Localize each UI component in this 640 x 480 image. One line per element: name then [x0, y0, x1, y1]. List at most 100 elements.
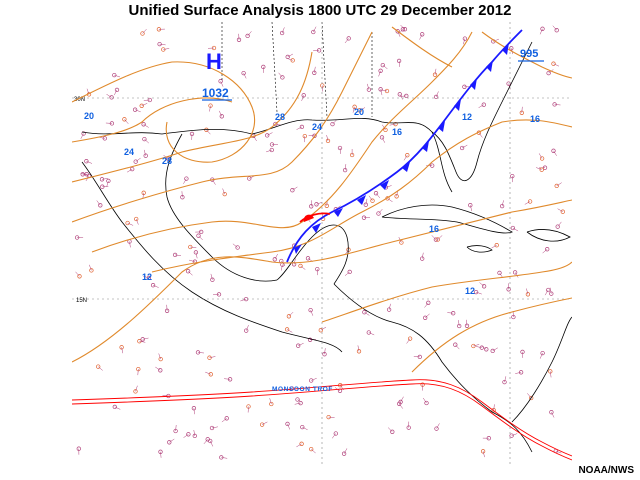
station-marker: [471, 343, 476, 349]
station-marker: [386, 307, 392, 312]
station-marker: [137, 339, 142, 344]
station-wind-barb: [481, 345, 487, 350]
station-wind-barb: [114, 406, 121, 410]
station-wind-barb: [190, 246, 197, 248]
station-marker: [333, 431, 338, 436]
station-wind-barb: [466, 319, 468, 326]
station-wind-barb: [422, 397, 427, 404]
station-marker: [301, 93, 306, 98]
station-marker: [130, 166, 135, 172]
station-marker: [399, 240, 404, 245]
station-wind-barb: [388, 303, 391, 310]
station-wind-barb: [269, 398, 272, 405]
station-wind-barb: [553, 150, 557, 156]
station-marker: [373, 191, 379, 196]
station-wind-barb: [476, 291, 482, 295]
station-marker: [139, 103, 144, 108]
station-marker: [325, 138, 331, 144]
station-wind-barb: [193, 408, 195, 415]
station-wind-barb: [302, 426, 308, 431]
station-wind-barb: [143, 275, 149, 279]
latitude-grid: [72, 22, 572, 464]
station-wind-barb: [385, 185, 392, 188]
station-wind-barb: [493, 404, 495, 411]
station-marker: [109, 95, 114, 100]
station-wind-barb: [413, 356, 420, 358]
station-wind-barb: [82, 174, 89, 176]
station-wind-barb: [195, 252, 198, 259]
station-wind-barb: [162, 395, 169, 397]
station-wind-barb: [135, 157, 141, 162]
station-marker: [473, 289, 479, 295]
station-marker: [146, 275, 152, 281]
station-wind-barb: [106, 180, 109, 187]
isobar-label: 16: [392, 127, 402, 137]
station-wind-barb: [287, 53, 294, 58]
station-marker: [546, 70, 551, 76]
station-marker: [286, 314, 292, 319]
station-wind-barb: [367, 83, 370, 90]
station-marker: [420, 256, 425, 261]
station-wind-barb: [515, 372, 522, 374]
station-marker: [363, 202, 368, 207]
station-wind-barb: [380, 89, 383, 96]
station-marker: [222, 191, 227, 197]
station-marker: [502, 379, 507, 385]
station-marker: [481, 284, 487, 289]
station-marker: [273, 121, 278, 127]
station-wind-barb: [296, 126, 303, 130]
station-wind-barb: [425, 313, 430, 318]
station-marker: [540, 26, 545, 31]
station-marker: [299, 441, 304, 446]
isobar-label: 28: [162, 156, 172, 166]
station-marker: [161, 47, 166, 52]
station-wind-barb: [210, 273, 213, 280]
station-wind-barb: [544, 289, 549, 296]
station-marker: [114, 87, 120, 93]
station-marker: [141, 122, 146, 127]
station-marker: [290, 188, 295, 193]
station-marker: [405, 153, 410, 158]
isobar-label: 20: [354, 107, 364, 117]
station-marker: [134, 216, 139, 222]
station-marker: [490, 348, 495, 354]
station-marker: [352, 104, 357, 109]
station-marker: [140, 31, 145, 36]
station-marker: [539, 167, 544, 172]
station-wind-barb: [368, 195, 373, 201]
station-marker: [208, 103, 213, 108]
station-wind-barb: [286, 329, 293, 333]
station-wind-barb: [124, 119, 129, 124]
station-marker: [481, 102, 486, 107]
station-marker: [400, 27, 406, 32]
station-marker: [529, 395, 534, 401]
station-wind-barb: [399, 94, 404, 100]
station-wind-barb: [203, 439, 208, 445]
station-wind-barb: [521, 106, 523, 113]
station-marker: [244, 328, 249, 333]
station-wind-barb: [187, 271, 193, 276]
station-wind-barb: [142, 28, 147, 34]
station-marker: [424, 400, 429, 406]
station-wind-barb: [205, 371, 211, 375]
station-marker: [395, 29, 400, 34]
station-wind-barb: [556, 182, 562, 187]
surface-analysis-map: 30N 15N: [72, 22, 572, 464]
station-wind-barb: [135, 109, 141, 113]
station-wind-barb: [221, 418, 227, 423]
station-wind-barb: [435, 91, 439, 97]
station-wind-barb: [399, 403, 403, 409]
isobar-label: 16: [429, 224, 439, 234]
station-wind-barb: [501, 200, 504, 207]
station-wind-barb: [539, 28, 543, 35]
station-wind-barb: [114, 74, 121, 78]
station-marker: [235, 245, 240, 250]
isobar-label: 16: [530, 114, 540, 124]
station-marker: [468, 203, 473, 208]
station-wind-barb: [557, 208, 563, 212]
station-marker: [184, 176, 189, 181]
station-wind-barb: [470, 205, 473, 212]
station-wind-barb: [549, 287, 552, 294]
station-marker: [140, 337, 145, 342]
station-marker: [426, 300, 431, 305]
